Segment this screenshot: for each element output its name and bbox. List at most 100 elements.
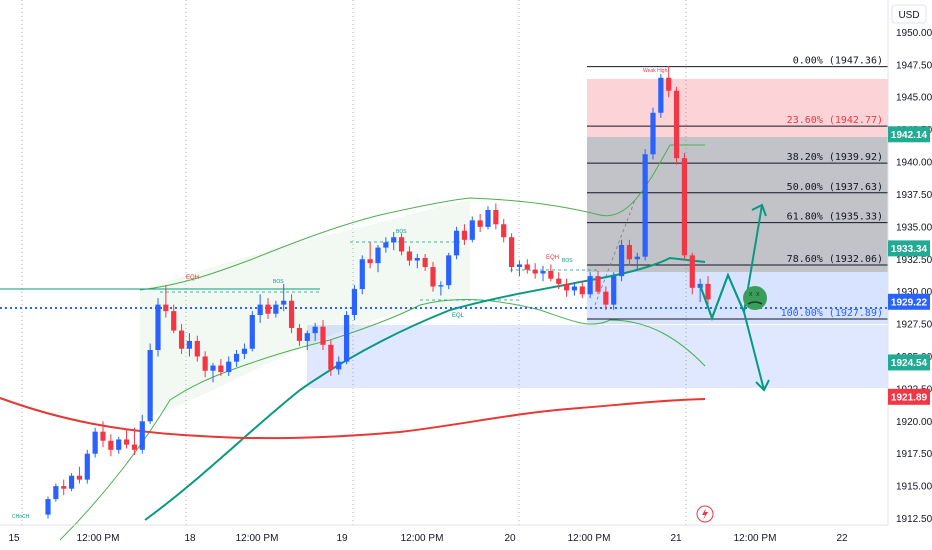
candle-31 [288,300,295,328]
upper-band-line [139,144,705,291]
y-tick-15: 1912.50 [896,514,932,525]
candle-74 [626,245,633,260]
highlight-zones [140,79,888,420]
x-tick-5: 12:00 PM [401,533,444,544]
candle-19 [194,340,200,357]
price-badge-4 [888,388,930,405]
y-tick-12: 1920.00 [896,417,932,428]
weak-high-label: Weak High [643,68,668,74]
x-tick-1: 12:00 PM [77,533,120,544]
y-tick-8: 1930.00 [896,287,932,298]
fib-label-3: 50.00% (1937.63) [787,182,883,193]
candle-62 [532,269,538,274]
band-fill [140,200,470,420]
candle-51 [446,255,452,286]
candle-38 [343,315,350,362]
candle-63 [540,270,546,274]
fib-label-0: 0.00% (1947.36) [793,56,883,67]
candle-34 [312,326,318,334]
ma-200-line [0,397,706,440]
price-axis[interactable]: USD 1950.001947.501945.001942.501940.001… [887,0,932,550]
candle-32 [296,327,303,341]
candle-58 [501,224,507,238]
candle-43 [383,242,389,248]
svg-text:x: x [756,291,760,298]
candle-64 [548,270,554,279]
candle-69 [587,276,593,295]
candle-35 [320,326,326,345]
candle-73 [618,245,625,277]
candle-70 [595,276,601,292]
candle-81 [681,158,688,256]
candle-24 [233,353,240,362]
candle-20 [202,356,208,371]
candle-27 [257,304,263,315]
candle-33 [304,333,310,341]
projection-arrows: x x [699,203,770,392]
choch-label: CHoCH [12,514,30,520]
candle-41 [367,259,373,264]
candle-12 [139,421,145,450]
candle-21 [210,365,216,371]
svg-text:x: x [749,291,753,298]
y-tick-6: 1935.00 [896,222,932,233]
ema-line [144,256,706,521]
candle-25 [241,348,248,354]
candle-48 [422,257,428,268]
candle-45 [398,237,405,252]
price-badge-label-3: 1924.54 [891,358,928,369]
candle-39 [351,289,358,315]
candle-66 [563,283,570,291]
candle-77 [650,112,656,155]
candles [45,66,711,519]
candle-82 [689,255,695,288]
price-badge-3 [888,354,930,371]
sick-face-icon [743,286,767,310]
candle-42 [375,247,381,264]
candle-47 [414,257,420,261]
candle-84 [705,283,711,300]
candle-53 [461,230,468,240]
candle-23 [226,361,232,373]
y-tick-4: 1940.00 [896,158,932,169]
candle-16 [171,311,177,331]
candle-29 [273,304,279,314]
candle-10 [123,439,130,445]
time-axis[interactable]: 15 12:00 PM 18 12:00 PM 19 12:00 PM 20 12:00 PM… [0,524,888,544]
eqh-label-2: EQH [546,255,559,261]
x-tick-2: 18 [184,533,196,544]
candle-5 [84,453,90,480]
fib-label-5: 78.60% (1932.06) [787,254,883,265]
x-tick-6: 20 [504,533,516,544]
candle-71 [603,291,609,305]
candle-65 [556,278,562,284]
fib-label-1: 23.60% (1942.77) [787,115,883,126]
bullish-arrowhead [751,203,767,217]
candle-55 [477,220,483,227]
candle-59 [508,237,515,268]
bos-label-3: BOS [562,258,573,264]
eqh-label-1: EQH [186,275,199,281]
demand-zone [307,325,888,388]
event-marker[interactable] [696,505,714,523]
candle-8 [108,440,114,450]
candle-15 [163,304,169,312]
candle-72 [611,276,617,305]
chart-labels: EQH BOS BOS EQH BOS EQL Weak High CHoCH [12,68,668,520]
currency-button[interactable] [891,4,927,24]
candle-2 [61,486,67,489]
candle-67 [571,286,578,291]
candle-18 [186,340,193,349]
bearish-projection-arrow [699,272,765,391]
candle-40 [359,259,365,290]
candle-13 [147,350,153,422]
candle-22 [218,365,224,373]
price-badge-1 [888,240,930,257]
fib-label-6: 100.00% (1927.89) [781,308,883,319]
candle-4 [76,475,83,480]
candle-61 [524,264,530,270]
candle-3 [68,475,75,489]
price-badge-label-4: 1921.89 [891,392,928,403]
